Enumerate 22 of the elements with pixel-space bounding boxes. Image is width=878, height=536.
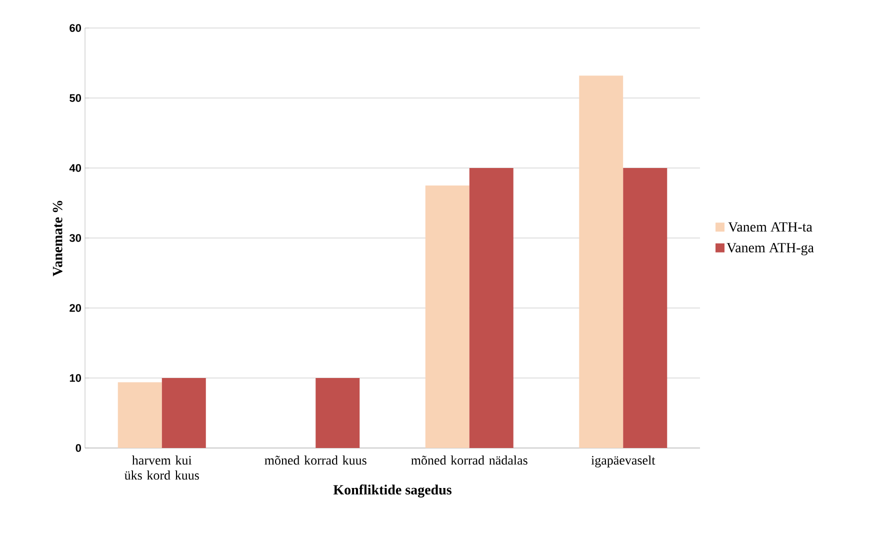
bar (579, 76, 624, 448)
legend-label: Vanem ATH-ta (728, 222, 812, 232)
x-axis-title: Konfliktide sagedus (333, 484, 452, 498)
x-tick-label: mõned korrad kuus (264, 456, 366, 465)
bar (469, 168, 514, 448)
bar (623, 168, 668, 448)
legend-label: Vanem ATH-ga (726, 242, 814, 256)
y-tick-label: 60 (70, 24, 82, 32)
bar (162, 378, 206, 448)
bar (118, 382, 162, 448)
bar (425, 185, 470, 448)
y-tick-label: 50 (70, 94, 82, 102)
x-tick-label: mõned korrad nädalas (411, 456, 528, 465)
y-tick-label: 40 (69, 164, 82, 172)
x-tick-label: igapäevaselt (591, 456, 656, 468)
y-tick-label: 0 (76, 444, 82, 452)
y-tick-label: 20 (70, 304, 82, 312)
y-tick-label: 10 (70, 374, 82, 382)
y-tick-label: 30 (69, 234, 82, 242)
x-tick-label: harvem kui üks kord kuus (124, 456, 199, 480)
y-axis-title: Vanemate % (52, 200, 62, 276)
bar (316, 378, 360, 448)
